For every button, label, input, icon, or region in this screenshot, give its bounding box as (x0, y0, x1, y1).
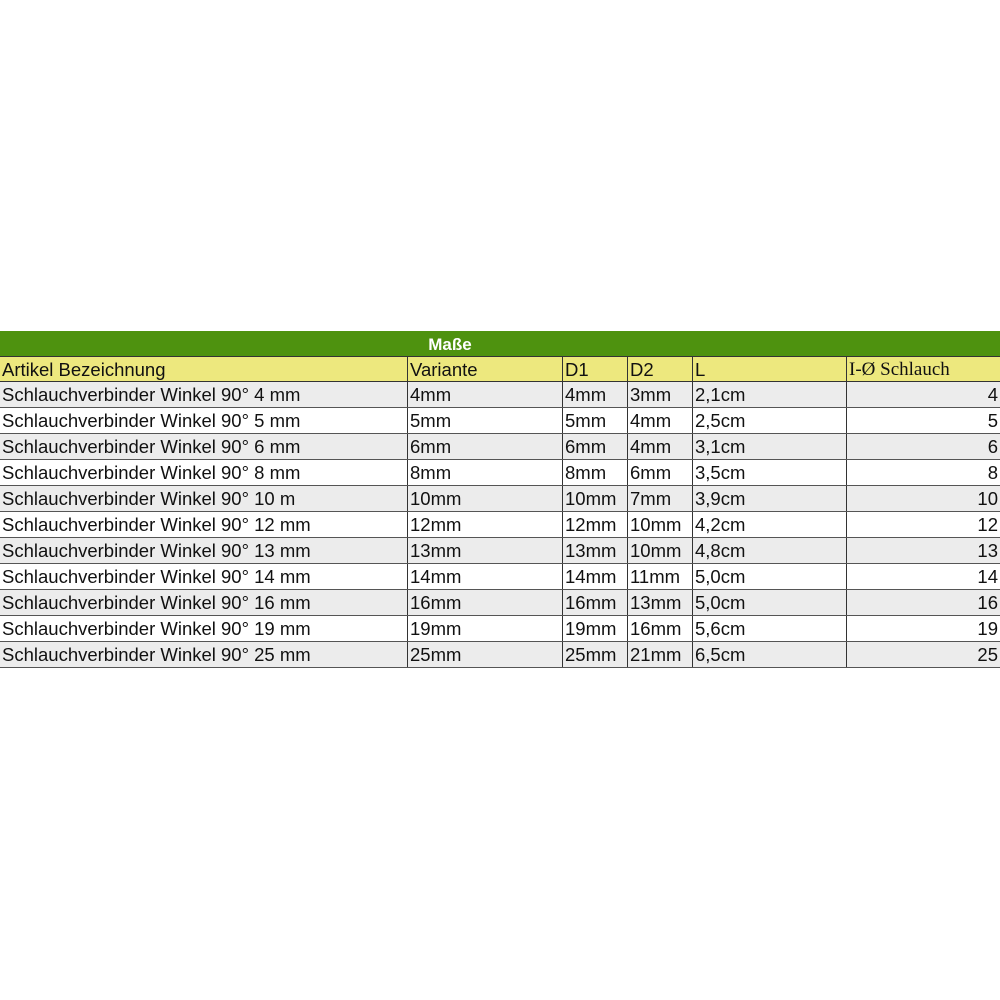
cell-l: 3,1cm (693, 434, 847, 459)
cell-d2: 11mm (628, 564, 693, 589)
cell-artikel: Schlauchverbinder Winkel 90° 4 mm (0, 382, 408, 407)
cell-l: 3,5cm (693, 460, 847, 485)
cell-schlauch: 25 (977, 644, 998, 665)
header-l: L (693, 357, 847, 381)
cell-variante: 5mm (408, 408, 563, 433)
cell-variante: 25mm (408, 642, 563, 667)
cell-variante: 8mm (408, 460, 563, 485)
cell-artikel: Schlauchverbinder Winkel 90° 6 mm (0, 434, 408, 459)
cell-schlauch: 10 (977, 488, 998, 509)
header-row: Artikel Bezeichnung Variante D1 D2 L I-Ø… (0, 356, 1000, 382)
header-artikel: Artikel Bezeichnung (0, 357, 408, 381)
cell-d2: 10mm (628, 538, 693, 563)
cell-variante: 10mm (408, 486, 563, 511)
cell-schlauch: 14 (977, 566, 998, 587)
cell-variante: 14mm (408, 564, 563, 589)
cell-l: 4,2cm (693, 512, 847, 537)
header-variante: Variante (408, 357, 563, 381)
cell-artikel: Schlauchverbinder Winkel 90° 14 mm (0, 564, 408, 589)
cell-artikel: Schlauchverbinder Winkel 90° 13 mm (0, 538, 408, 563)
table-row: Schlauchverbinder Winkel 90° 8 mm 8mm 8mm 6… (0, 460, 1000, 486)
table-row: Schlauchverbinder Winkel 90° 4 mm 4mm 4mm 3… (0, 382, 1000, 408)
table-row: Schlauchverbinder Winkel 90° 16 mm 16mm 16… (0, 590, 1000, 616)
cell-l: 5,6cm (693, 616, 847, 641)
cell-d1: 14mm (563, 564, 628, 589)
cell-d1: 16mm (563, 590, 628, 615)
cell-artikel: Schlauchverbinder Winkel 90° 16 mm (0, 590, 408, 615)
table-title: Maße (428, 335, 472, 354)
cell-d1: 13mm (563, 538, 628, 563)
cell-l: 5,0cm (693, 590, 847, 615)
cell-artikel: Schlauchverbinder Winkel 90° 19 mm (0, 616, 408, 641)
cell-d2: 4mm (628, 434, 693, 459)
cell-d2: 6mm (628, 460, 693, 485)
cell-d1: 12mm (563, 512, 628, 537)
cell-variante: 6mm (408, 434, 563, 459)
cell-schlauch: 8 (987, 462, 998, 483)
table-row: Schlauchverbinder Winkel 90° 12 mm 12mm 12… (0, 512, 1000, 538)
cell-schlauch: 6 (987, 436, 998, 457)
cell-l: 2,1cm (693, 382, 847, 407)
cell-d1: 4mm (563, 382, 628, 407)
cell-schlauch: 4 (987, 384, 998, 405)
dimensions-table: Maße Artikel Bezeichnung Variante D1 D2 … (0, 331, 1000, 668)
cell-schlauch: 12 (977, 514, 998, 535)
cell-d1: 25mm (563, 642, 628, 667)
cell-artikel: Schlauchverbinder Winkel 90° 8 mm (0, 460, 408, 485)
cell-d2: 7mm (628, 486, 693, 511)
cell-schlauch: 5 (987, 410, 998, 431)
cell-d1: 8mm (563, 460, 628, 485)
cell-l: 6,5cm (693, 642, 847, 667)
table-title-bar: Maße (0, 331, 1000, 356)
table-row: Schlauchverbinder Winkel 90° 6 mm 6mm 6mm 4… (0, 434, 1000, 460)
cell-schlauch: 13 (977, 540, 998, 561)
cell-artikel: Schlauchverbinder Winkel 90° 25 mm (0, 642, 408, 667)
cell-d1: 5mm (563, 408, 628, 433)
cell-l: 4,8cm (693, 538, 847, 563)
table-row: Schlauchverbinder Winkel 90° 13 mm 13mm 13… (0, 538, 1000, 564)
cell-d2: 3mm (628, 382, 693, 407)
table-row: Schlauchverbinder Winkel 90° 10 m 10mm 10m… (0, 486, 1000, 512)
cell-variante: 16mm (408, 590, 563, 615)
cell-d2: 16mm (628, 616, 693, 641)
table-row: Schlauchverbinder Winkel 90° 19 mm 19mm 19… (0, 616, 1000, 642)
cell-d2: 10mm (628, 512, 693, 537)
cell-d2: 21mm (628, 642, 693, 667)
header-d2: D2 (628, 357, 693, 381)
table-row: Schlauchverbinder Winkel 90° 5 mm 5mm 5mm 4… (0, 408, 1000, 434)
cell-l: 3,9cm (693, 486, 847, 511)
cell-d1: 6mm (563, 434, 628, 459)
cell-variante: 12mm (408, 512, 563, 537)
cell-variante: 13mm (408, 538, 563, 563)
table-row: Schlauchverbinder Winkel 90° 25 mm 25mm 25… (0, 642, 1000, 668)
cell-schlauch: 19 (977, 618, 998, 639)
cell-d1: 10mm (563, 486, 628, 511)
table-row: Schlauchverbinder Winkel 90° 14 mm 14mm 14… (0, 564, 1000, 590)
cell-d2: 4mm (628, 408, 693, 433)
cell-variante: 19mm (408, 616, 563, 641)
header-d1: D1 (563, 357, 628, 381)
cell-d1: 19mm (563, 616, 628, 641)
cell-variante: 4mm (408, 382, 563, 407)
cell-l: 2,5cm (693, 408, 847, 433)
cell-artikel: Schlauchverbinder Winkel 90° 5 mm (0, 408, 408, 433)
cell-artikel: Schlauchverbinder Winkel 90° 10 m (0, 486, 408, 511)
cell-schlauch: 16 (977, 592, 998, 613)
cell-artikel: Schlauchverbinder Winkel 90° 12 mm (0, 512, 408, 537)
cell-l: 5,0cm (693, 564, 847, 589)
header-schlauch: I-Ø Schlauch (849, 359, 950, 380)
cell-d2: 13mm (628, 590, 693, 615)
